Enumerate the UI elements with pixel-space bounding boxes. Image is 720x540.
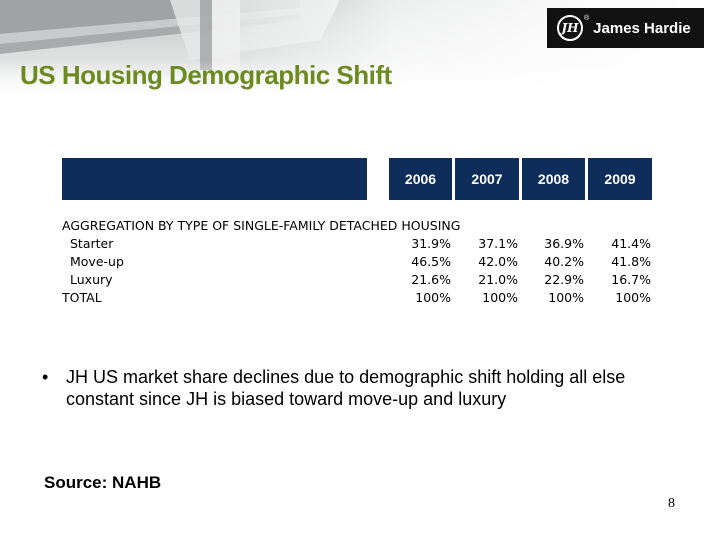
table-cell: 21.6% <box>411 272 451 287</box>
table-cell: 100% <box>548 290 584 305</box>
row-label: TOTAL <box>62 290 102 305</box>
table-cell: 41.8% <box>611 254 651 269</box>
table-cell: 40.2% <box>544 254 584 269</box>
header-blank-cell <box>62 158 367 200</box>
table-cell: 37.1% <box>478 236 518 251</box>
table-cell: 41.4% <box>611 236 651 251</box>
table-cell: 100% <box>415 290 451 305</box>
table-row: Move-up 46.5% 42.0% 40.2% 41.8% <box>62 254 654 272</box>
table-cell: 46.5% <box>411 254 451 269</box>
row-label: Starter <box>70 236 114 251</box>
table-cell: 42.0% <box>478 254 518 269</box>
page-number: 8 <box>668 496 675 511</box>
jh-logo-mark-icon: JH <box>557 15 583 41</box>
bullet-marker: • <box>42 367 49 387</box>
section-heading: AGGREGATION BY TYPE OF SINGLE-FAMILY DET… <box>62 218 461 233</box>
table-cell: 21.0% <box>478 272 518 287</box>
bullet-text: JH US market share declines due to demog… <box>66 367 626 409</box>
section-heading-row: AGGREGATION BY TYPE OF SINGLE-FAMILY DET… <box>62 218 654 236</box>
table-cell: 100% <box>615 290 651 305</box>
table-cell: 36.9% <box>544 236 584 251</box>
header-year-2007: 2007 <box>455 158 519 200</box>
table-cell: 22.9% <box>544 272 584 287</box>
james-hardie-logo: JH ® James Hardie <box>547 8 704 48</box>
slide-title: US Housing Demographic Shift <box>20 60 392 90</box>
header-year-2006: 2006 <box>389 158 452 200</box>
header-year-2008: 2008 <box>522 158 585 200</box>
table-row: Starter 31.9% 37.1% 36.9% 41.4% <box>62 236 654 254</box>
row-label: Luxury <box>70 272 113 287</box>
brand-name: James Hardie <box>593 19 691 37</box>
table-row-total: TOTAL 100% 100% 100% 100% <box>62 290 654 308</box>
header-year-2009: 2009 <box>588 158 652 200</box>
table-cell: 16.7% <box>611 272 651 287</box>
source-note: Source: NAHB <box>44 473 162 492</box>
row-label: Move-up <box>70 254 124 269</box>
table-cell: 100% <box>482 290 518 305</box>
table-cell: 31.9% <box>411 236 451 251</box>
registered-mark: ® <box>584 14 590 22</box>
table-row: Luxury 21.6% 21.0% 22.9% 16.7% <box>62 272 654 290</box>
